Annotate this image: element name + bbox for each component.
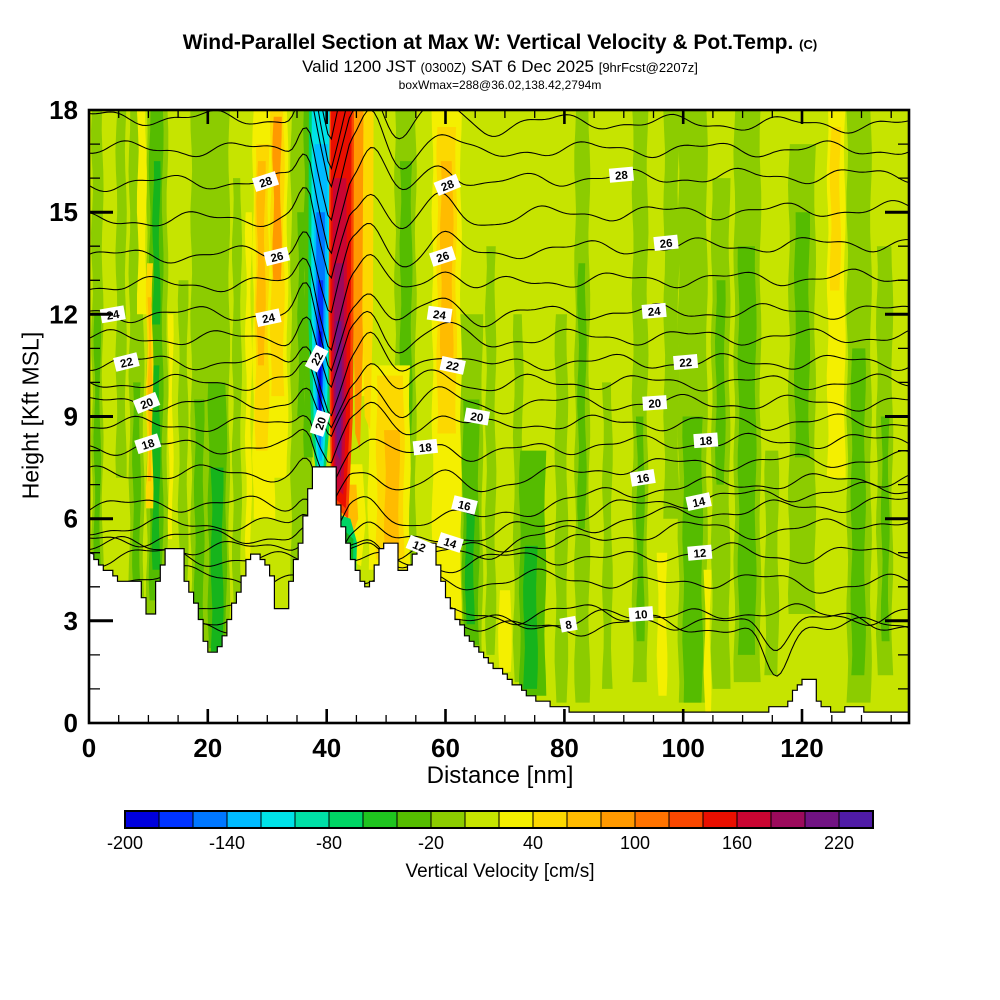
svg-text:14: 14 [442,536,458,552]
title-text: Wind-Parallel Section at Max W: Vertical… [182,31,794,54]
contour-labels: 28 28 28 26 26 26 24 24 24 24 22 22 22 22 20 20 20 20 18 18… [99,166,719,633]
velocity-field [89,110,909,723]
svg-text:22: 22 [445,360,460,374]
colorbar: -200 -140 -80 -20 40 100 160 220 [107,810,874,853]
valid-time-line: Valid 1200 JST (0300Z) SAT 6 Dec 2025 [9… [0,57,1000,77]
y-axis-tick-labels: 0 3 6 9 12 15 18 [49,95,78,738]
svg-text:100: 100 [620,833,650,853]
svg-text:60: 60 [431,733,460,763]
svg-text:20: 20 [648,398,662,411]
svg-text:28: 28 [258,175,274,191]
svg-text:14: 14 [692,496,708,511]
axis-ticks [89,110,909,723]
svg-text:22: 22 [310,351,327,368]
svg-text:12: 12 [49,299,78,329]
y-axis-title: Height [Kft MSL] [17,331,44,500]
svg-text:100: 100 [662,733,705,763]
svg-text:18: 18 [49,95,78,125]
forecast-lead: [9hrFcst@2207z] [598,60,698,75]
svg-text:26: 26 [270,250,285,265]
svg-text:3: 3 [64,606,78,636]
svg-text:-140: -140 [209,833,245,853]
svg-text:28: 28 [615,170,629,183]
x-axis-title: Distance [nm] [426,762,574,789]
x-axis-tick-labels: 0 20 40 60 80 100 120 [82,733,824,763]
svg-text:24: 24 [106,309,121,323]
svg-text:20: 20 [193,733,222,763]
svg-text:16: 16 [456,499,471,514]
svg-text:40: 40 [523,833,543,853]
svg-text:160: 160 [722,833,752,853]
title-unit: (C) [799,37,818,52]
svg-text:-200: -200 [107,833,143,853]
svg-text:26: 26 [435,250,451,265]
svg-text:24: 24 [432,309,447,323]
svg-text:6: 6 [64,504,78,534]
svg-text:-80: -80 [316,833,342,853]
svg-text:24: 24 [647,306,661,319]
page-title: Wind-Parallel Section at Max W: Vertical… [0,31,1000,55]
svg-text:0: 0 [64,708,78,738]
svg-text:26: 26 [659,238,673,251]
svg-text:20: 20 [469,411,484,425]
svg-text:8: 8 [565,619,574,632]
svg-text:0: 0 [82,733,96,763]
svg-text:9: 9 [64,402,78,432]
svg-text:20: 20 [314,416,329,432]
colorbar-title: Vertical Velocity [cm/s] [405,861,595,882]
terrain-silhouette [89,466,909,723]
svg-text:28: 28 [440,178,457,194]
valid-time: Valid 1200 JST [302,57,416,76]
svg-text:18: 18 [699,435,713,448]
svg-text:22: 22 [119,356,134,371]
svg-text:-20: -20 [418,833,444,853]
svg-text:80: 80 [550,733,579,763]
max-w-note: boxWmax=288@36.02,138.42,2794m [398,78,602,92]
valid-utc: (0300Z) [420,60,467,75]
svg-text:40: 40 [312,733,341,763]
svg-text:22: 22 [679,357,693,370]
svg-text:12: 12 [411,539,427,555]
isentrope-contours [89,110,909,677]
svg-text:15: 15 [49,197,78,227]
svg-text:12: 12 [693,548,707,561]
svg-text:220: 220 [824,833,854,853]
svg-text:18: 18 [140,437,156,453]
svg-text:20: 20 [139,396,155,412]
svg-text:16: 16 [636,472,651,486]
svg-text:24: 24 [261,312,277,327]
svg-text:18: 18 [418,442,433,455]
valid-date: SAT 6 Dec 2025 [470,57,594,76]
svg-text:120: 120 [780,733,823,763]
svg-text:10: 10 [634,609,648,622]
